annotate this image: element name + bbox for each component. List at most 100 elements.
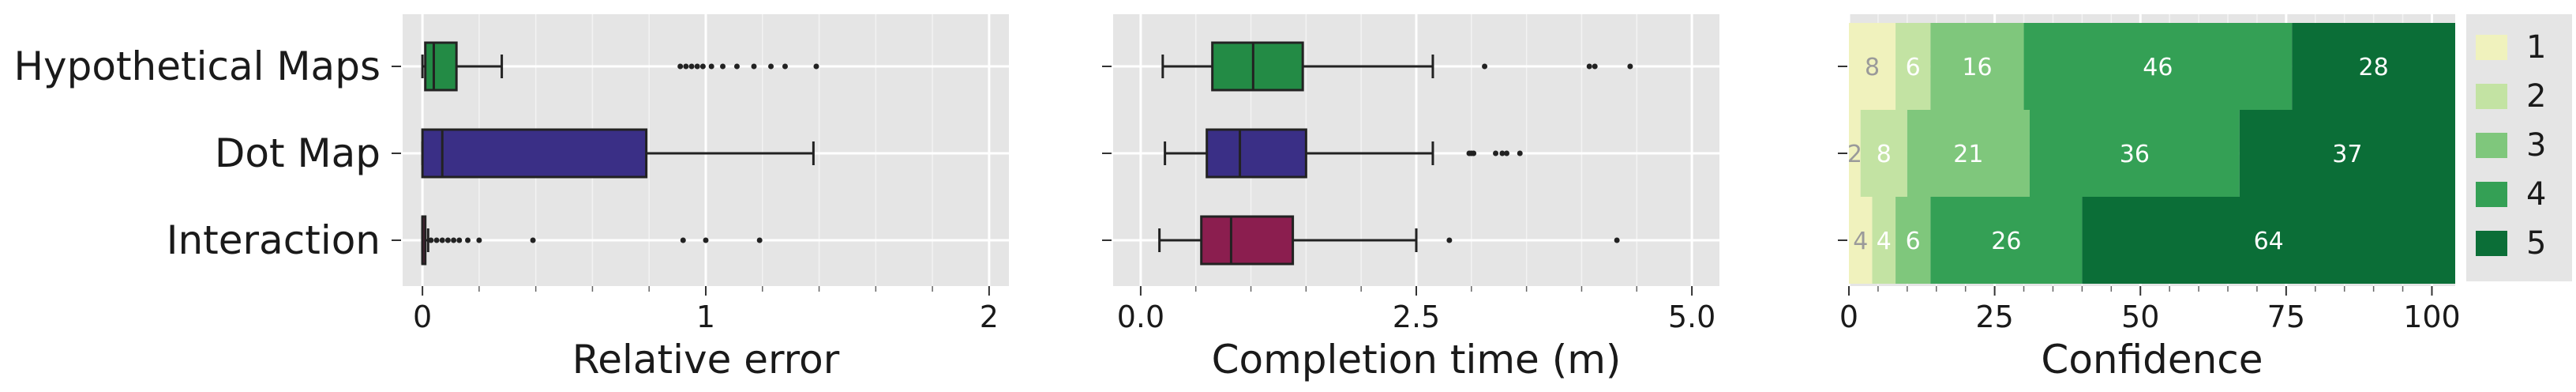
box-iqr [421,128,648,179]
outlier-point [768,63,774,70]
box-interaction [421,215,763,266]
outlier-point [1614,237,1620,243]
outlier-point [1482,63,1488,70]
x-tick-label: 50 [2121,300,2159,334]
box-iqr [1200,215,1295,266]
outlier-point [677,63,684,70]
segment-label: 16 [1962,54,1992,81]
segment-hypothetical-maps-level-1 [1849,23,1896,110]
legend-label-5: 5 [2526,225,2546,262]
x-tick-label: 100 [2403,300,2461,334]
x-tick-label: 0 [413,300,432,334]
legend-label-1: 1 [2526,29,2546,66]
outlier-point [782,63,788,70]
segment-hypothetical-maps-level-2 [1895,23,1931,110]
segment-label: 4 [1877,228,1892,255]
segment-dot-map-level-1 [1849,110,1861,197]
segment-hypothetical-maps-level-4 [2023,23,2293,110]
outlier-point [433,237,440,243]
x-tick-label: 75 [2267,300,2305,334]
outlier-point [813,63,819,70]
outlier-point [733,63,740,70]
outlier-point [1592,63,1598,70]
segment-label: 26 [1991,228,2021,255]
segment-interaction-level-1 [1849,197,1873,284]
outlier-point [1517,150,1523,156]
segment-interaction-level-2 [1872,197,1896,284]
outlier-point [1493,150,1499,156]
outlier-point [530,237,536,243]
outlier-point [699,63,706,70]
category-label-hypothetical-maps: Hypothetical Maps [13,43,381,89]
legend-swatch-1 [2476,35,2507,60]
outlier-point [1627,63,1633,70]
outlier-point [708,63,714,70]
segment-label: 6 [1906,54,1921,81]
legend-label-3: 3 [2526,127,2546,164]
segment-dot-map-level-3 [1907,110,2030,197]
box-hypothetical-maps [421,41,819,92]
box-hypothetical-maps [1161,41,1633,92]
x-tick-label: 2 [980,300,999,334]
segment-label: 8 [1865,54,1880,81]
box-interaction [1158,215,1620,266]
outlier-point [428,237,434,243]
category-labels: Hypothetical Maps Dot Map Interaction [13,43,401,263]
segment-label: 6 [1906,228,1921,255]
outlier-point [680,237,686,243]
outlier-point [1586,63,1592,70]
segment-hypothetical-maps-level-5 [2292,23,2455,110]
x-axis-title: Confidence [2041,337,2263,383]
segment-label: 37 [2332,141,2362,168]
outlier-point [1471,150,1477,156]
box-dot-map [1164,128,1523,179]
outlier-point [476,237,482,243]
segment-dot-map-level-5 [2239,110,2455,197]
segment-label: 8 [1877,141,1892,168]
outlier-point [683,63,689,70]
outlier-point [688,63,695,70]
x-tick-label: 0 [1839,300,1858,334]
x-axis-title: Relative error [572,337,840,383]
legend-swatch-3 [2476,133,2507,158]
outlier-point [444,237,451,243]
segment-label: 28 [2359,54,2389,81]
box-iqr [424,41,458,92]
segment-interaction-level-4 [1930,197,2083,284]
box-iqr [1211,41,1304,92]
segment-label: 21 [1953,141,1983,168]
category-label-dot-map: Dot Map [215,130,381,176]
outlier-point [751,63,757,70]
x-tick-label: 2.5 [1393,300,1440,334]
completion-time-panel: 0.0 2.5 5.0 Completion time (m) [1102,14,1719,383]
outlier-point [756,237,763,243]
legend-label-2: 2 [2526,78,2546,115]
outlier-point [703,237,709,243]
legend-swatch-5 [2476,231,2507,256]
segment-label: 4 [1853,228,1868,255]
outlier-point [1499,150,1505,156]
segment-dot-map-level-4 [2029,110,2240,197]
segment-label: 36 [2120,141,2150,168]
x-tick-label: 1 [696,300,715,334]
outlier-point [694,63,700,70]
outlier-point [1446,237,1453,243]
outlier-point [439,237,445,243]
relative-error-panel: 0 1 2 Relative error [403,14,1009,383]
segment-label: 2 [1847,141,1862,168]
outlier-point [465,237,471,243]
legend-swatch-4 [2476,182,2507,207]
box-iqr [1206,128,1307,179]
x-tick-label: 25 [1975,300,2013,334]
segment-hypothetical-maps-level-3 [1930,23,2024,110]
box-dot-map [421,128,815,179]
outlier-point [451,237,457,243]
segment-interaction-level-5 [2082,197,2455,284]
outlier-point [1504,150,1510,156]
legend-label-4: 4 [2526,176,2546,213]
segment-interaction-level-3 [1895,197,1931,284]
legend-swatch-2 [2476,84,2507,109]
x-axis-title: Completion time (m) [1212,337,1622,383]
